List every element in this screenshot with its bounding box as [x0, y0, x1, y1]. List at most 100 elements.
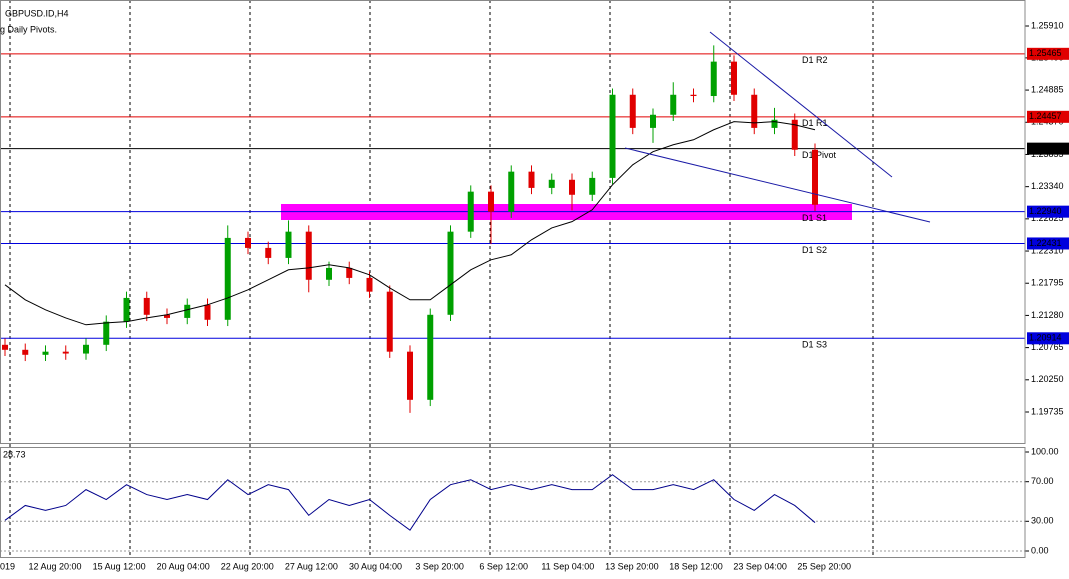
candle-body: [62, 351, 69, 354]
price-box: [1027, 47, 1069, 60]
x-tick-label: 25 Sep 20:00: [797, 561, 851, 571]
candle-body: [366, 277, 373, 292]
candle-body: [164, 314, 170, 318]
price-box: [1027, 237, 1069, 250]
oscillator-value: 28.73: [3, 449, 26, 459]
x-tick-label: 18 Sep 12:00: [669, 561, 723, 571]
candle-body: [224, 237, 231, 320]
x-tick-label: 20 Aug 04:00: [157, 561, 210, 571]
candle-body: [407, 351, 413, 400]
candle-body: [346, 267, 353, 278]
price-panel: D1 R2 D1 R1 D1 Pivot D1 S1 D1 S2 D1 S3: [0, 25, 1029, 413]
y-tick-label: 1.22825: [1031, 213, 1064, 223]
candle-body: [791, 119, 798, 150]
x-tick-label: 12 Aug 20:00: [28, 561, 81, 571]
candle-body: [508, 171, 515, 212]
x-tick-label: 019: [0, 561, 15, 571]
candle-body: [326, 267, 332, 280]
oscillator-panel: [0, 451, 1029, 552]
x-tick-label: 27 Aug 12:00: [285, 561, 338, 571]
pivot-label: D1 R1: [802, 118, 828, 128]
candle-body: [670, 94, 677, 115]
price-frame: [0, 0, 1026, 444]
price-box-label: 1.22431: [1029, 238, 1062, 248]
x-tick-label: 6 Sep 12:00: [479, 561, 528, 571]
candle-body: [650, 114, 656, 128]
y-tick-label: 1.20765: [1031, 342, 1064, 352]
pivot-label: D1 S1: [802, 213, 827, 223]
candle-body: [103, 321, 110, 345]
candle-body: [22, 349, 29, 355]
y-tick-label: 1.25910: [1031, 20, 1064, 30]
pivot-label: D1 S2: [802, 245, 827, 255]
candle-body: [447, 231, 454, 315]
candle-body: [548, 179, 555, 188]
moving-average: [4, 121, 816, 326]
candle-body: [771, 119, 778, 128]
candle-body: [488, 191, 494, 212]
x-tick-label: 15 Aug 12:00: [93, 561, 146, 571]
candle-body: [528, 171, 535, 188]
candle-body: [305, 231, 312, 280]
time-grid: [9, 0, 874, 558]
oscillator-line: [4, 474, 816, 531]
candle-body: [609, 94, 616, 178]
y-tick-label: 1.24885: [1031, 84, 1064, 94]
candle-body: [569, 179, 575, 195]
price-box-label: 1.25465: [1029, 48, 1062, 58]
x-tick-label: 3 Sep 20:00: [415, 561, 464, 571]
candle-body: [42, 351, 49, 355]
candle-body: [143, 297, 150, 315]
y-tick-label: 1.21795: [1031, 278, 1064, 288]
candle-body: [690, 94, 697, 97]
price-box: [1027, 205, 1069, 218]
price-box: [1027, 110, 1069, 123]
candle-body: [386, 291, 393, 352]
y-tick-label: 1.23340: [1031, 181, 1064, 191]
candle-body: [2, 344, 8, 350]
price-box-label: 1.20914: [1029, 333, 1062, 343]
x-tick-label: 11 Sep 04:00: [541, 561, 594, 571]
y-tick-label: 70.00: [1031, 476, 1054, 486]
y-tick-label: 100.00: [1031, 446, 1059, 456]
candle-body: [812, 149, 818, 205]
price-box-label: 1.24457: [1029, 111, 1062, 121]
candle-body: [123, 297, 130, 322]
trendline: [624, 147, 931, 223]
candle-body: [83, 344, 89, 354]
x-tick-label: 22 Aug 20:00: [221, 561, 274, 571]
pivot-label: D1 R2: [802, 55, 828, 65]
candle-body: [184, 304, 191, 318]
y-tick-label: 30.00: [1031, 516, 1054, 526]
oscillator-frame: [0, 447, 1026, 558]
indicator-name: g Daily Pivots.: [0, 24, 57, 34]
y-tick-label: 1.22310: [1031, 245, 1064, 255]
candle-body: [751, 94, 758, 128]
trendline: [709, 31, 893, 178]
x-tick-label: 30 Aug 04:00: [349, 561, 402, 571]
candle-body: [467, 191, 474, 232]
candle-body: [265, 247, 272, 258]
candle-body: [285, 231, 292, 258]
price-box: [1027, 332, 1069, 345]
y-tick-label: 1.21280: [1031, 310, 1064, 320]
candle-body: [245, 237, 251, 248]
candle-body: [710, 61, 717, 97]
candle-body: [629, 94, 636, 128]
pivot-label: D1 Pivot: [802, 150, 837, 160]
price-box: [1027, 142, 1069, 155]
candle-body: [589, 177, 596, 195]
x-tick-label: 13 Sep 20:00: [605, 561, 659, 571]
symbol: GBPUSD.ID,H4: [5, 8, 69, 18]
candle-body: [204, 304, 211, 320]
candle-body: [731, 61, 737, 95]
y-tick-label: 1.20250: [1031, 374, 1064, 384]
pivot-label: D1 S3: [802, 340, 827, 350]
candle-body: [427, 314, 434, 400]
y-tick-label: 1.19735: [1031, 406, 1064, 416]
x-tick-label: 23 Sep 04:00: [733, 561, 787, 571]
y-tick-label: 0.00: [1031, 545, 1049, 555]
price-box-label: 1.22940: [1029, 206, 1062, 216]
